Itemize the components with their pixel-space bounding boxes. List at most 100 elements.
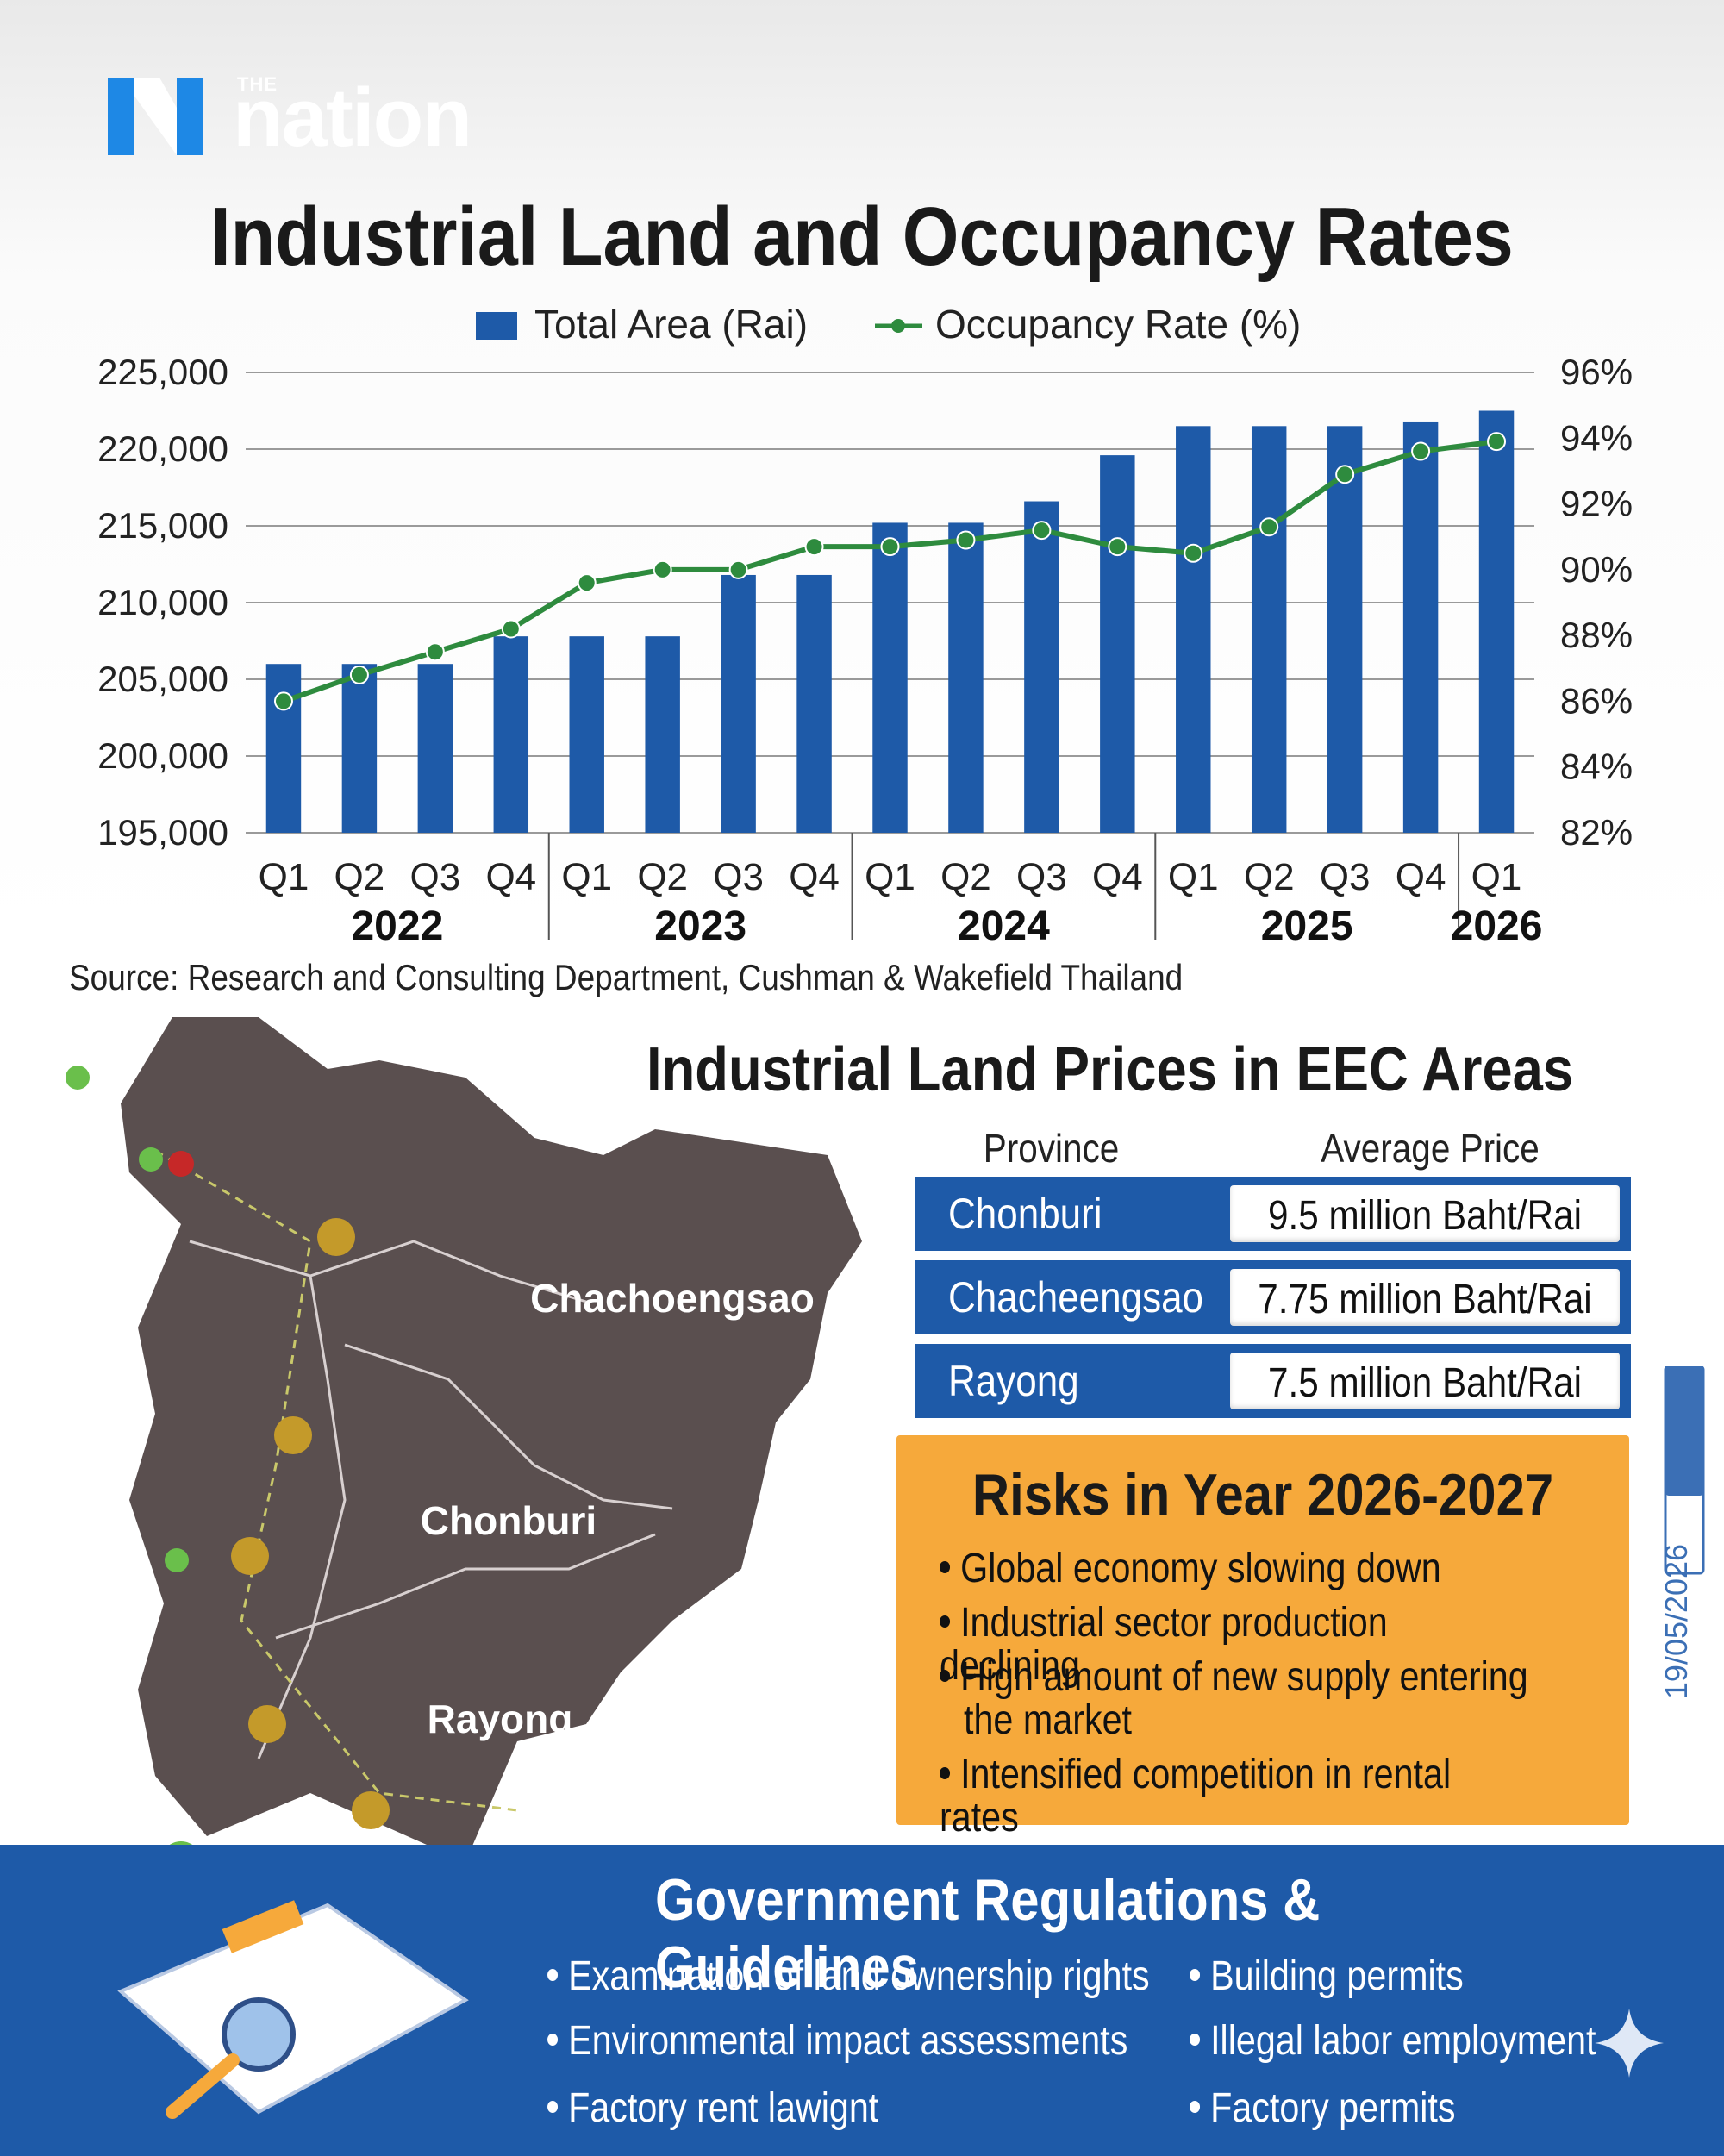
x-year-label: 2026 [1451,903,1543,949]
y-right-tick-label: 86% [1560,680,1633,721]
y-right-tick-label: 82% [1560,812,1633,853]
bar [948,522,984,833]
y-left-tick-label: 205,000 [97,659,228,699]
gov-item: Illegal labor employment [1190,2017,1596,2065]
risk-item-continuation: the market [964,1697,1133,1743]
bar [1024,501,1059,833]
port-icon [169,1841,193,1845]
gov-item: Factory permits [1190,2084,1456,2132]
bar [721,574,756,833]
x-tick-label: Q1 [865,856,915,898]
line-point [1184,543,1203,563]
airport-closed-icon [168,1151,194,1177]
x-tick-label: Q1 [1168,856,1219,898]
bar [341,664,378,833]
line-point [880,537,900,557]
y-right-tick-label: 94% [1560,417,1633,458]
x-year-label: 2022 [351,903,443,949]
line-point [425,642,445,662]
line-point [273,691,293,711]
x-year-label: 2025 [1261,903,1353,949]
line-point [653,559,672,579]
header-province: Province [983,1126,1120,1171]
y-left-tick-label: 215,000 [97,505,228,546]
logo-the-text: THE [237,73,278,95]
price-value: 9.5 million Baht/Rai [1268,1193,1582,1239]
line-point [728,559,748,579]
y-right-tick-label: 90% [1560,549,1633,590]
map-label-chachoengsao: Chachoengsao [530,1276,815,1321]
price-value: 7.5 million Baht/Rai [1268,1360,1582,1406]
gov-title: Government Regulations & Guidelines [655,1867,1321,2000]
bar [796,574,832,833]
date-stamp-border [1664,1366,1705,1575]
province-name: Chacheengsao [948,1273,1204,1322]
train-icon [274,1416,312,1454]
train-icon [248,1705,286,1743]
line-point [956,530,976,550]
y-left-tick-label: 210,000 [97,582,228,622]
risk-item: Global economy slowing down [940,1547,1441,1590]
gov-item: Building permits [1190,1953,1464,2000]
bar [645,636,680,833]
gov-item: Factory rent lawignt [547,2084,878,2132]
clipboard-illustration [117,1900,469,2119]
x-tick-label: Q3 [410,856,461,898]
y-left-tick-label: 225,000 [97,352,228,392]
map-label-chonburi: Chonburi [421,1498,597,1543]
risk-item: Industrial sector production declining [940,1600,1388,1689]
x-tick-label: Q4 [1396,856,1446,898]
bar [1478,410,1515,833]
train-icon [231,1537,269,1575]
source-note: Source: Research and Consulting Departme… [69,957,1184,997]
line-point [349,665,369,684]
axes: 195,000 200,000 205,000 210,000 215,000 220,0… [97,352,1633,949]
nation-logo [108,78,203,155]
chart-legend: Total Area (Rai) Occupancy Rate (%) [476,302,1301,347]
logo-wordmark: nation [233,72,472,164]
risk-item: Intensified competition in rental rates [940,1752,1452,1840]
x-tick-label: Q3 [713,856,764,898]
x-tick-label: Q3 [1320,856,1371,898]
line-point [501,619,521,639]
risk-item: High amount of new supply entering [940,1656,1528,1699]
sparkle-icon [1595,2009,1664,2078]
eec-prices-title: Industrial Land Prices in EEC Areas [646,1035,1574,1104]
y-left-tick-label: 195,000 [97,812,228,853]
x-tick-label: Q2 [940,856,991,898]
line-point [1335,465,1355,484]
price-row: Chacheengsao 7.75 million Baht/Rai [915,1260,1631,1334]
x-tick-label: Q4 [1092,856,1143,898]
station-icon [66,1066,90,1090]
chart-title: Industrial Land and Occupancy Rates [210,191,1514,283]
y-right-tick-label: 84% [1560,747,1633,787]
x-tick-label: Q1 [561,856,612,898]
x-year-label: 2023 [654,903,746,949]
x-tick-label: Q1 [1471,856,1522,898]
risks-panel: Risks in Year 2026-2027 Global economy s… [896,1435,1629,1840]
x-tick-label: Q2 [1244,856,1295,898]
x-tick-label: Q2 [637,856,688,898]
x-tick-label: Q4 [485,856,536,898]
train-icon [352,1791,390,1829]
train-icon [317,1218,355,1256]
province-name: Chonburi [948,1190,1102,1238]
line-point [1032,521,1052,541]
gov-item: Environmental impact assessments [547,2017,1127,2065]
station-icon [139,1147,163,1172]
x-year-label: 2024 [958,903,1050,949]
x-tick-label: Q2 [334,856,385,898]
bar [265,664,302,833]
bar [493,636,529,833]
bar [1402,421,1439,833]
eec-map: Chachoengsao Chonburi Rayong [66,1017,862,1845]
bar [569,636,604,833]
legend-line-label: Occupancy Rate (%) [935,302,1301,347]
combo-chart: Total Area (Rai) Occupancy Rate (%) 195,0… [97,302,1633,949]
map-landmass [121,1017,862,1845]
bar-series [265,410,1515,833]
y-left-tick-label: 200,000 [97,735,228,776]
station-icon [165,1548,189,1572]
line-point [1487,432,1507,452]
bar [872,522,908,833]
